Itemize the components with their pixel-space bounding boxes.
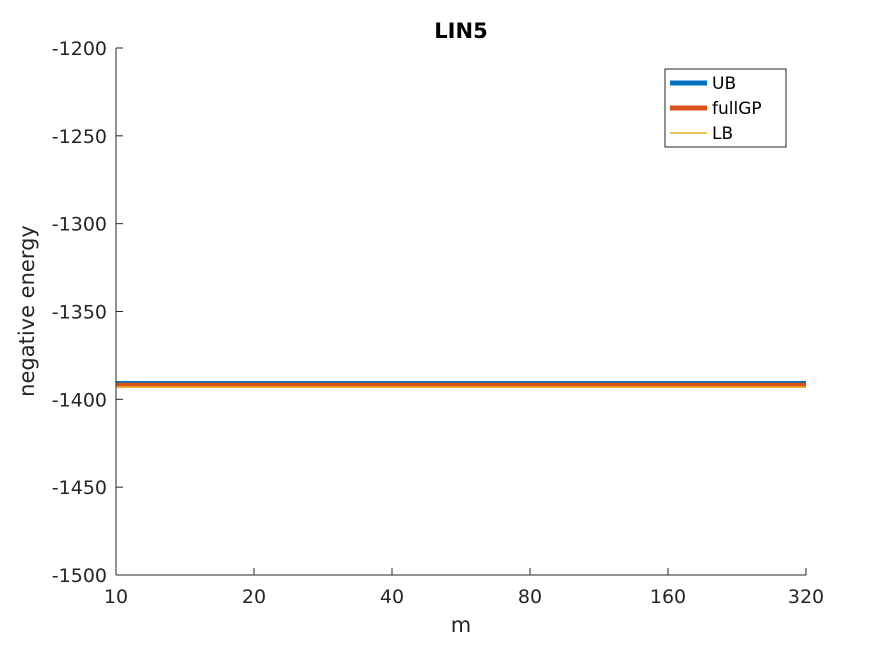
x-tick-label: 320 [788, 586, 824, 608]
x-axis-label: m [451, 613, 471, 637]
y-tick-label: -1350 [52, 302, 107, 324]
y-tick-label: -1500 [52, 565, 107, 587]
legend-label-fullgp: fullGP [712, 99, 762, 119]
x-tick-label: 160 [650, 586, 686, 608]
y-axis-label: negative energy [15, 225, 39, 397]
x-tick-label: 20 [242, 586, 266, 608]
y-ticks: -1200 -1250 -1300 -1350 -1400 -1450 -1500 [52, 38, 123, 587]
x-ticks: 10 20 40 80 160 320 [104, 568, 824, 608]
legend: UB fullGP LB [664, 68, 787, 148]
series-layer [116, 381, 806, 388]
legend-label-ub: UB [712, 74, 736, 94]
y-tick-label: -1400 [52, 389, 107, 411]
y-tick-label: -1300 [52, 214, 107, 236]
y-tick-label: -1450 [52, 477, 107, 499]
chart-title: LIN5 [434, 19, 487, 43]
x-tick-label: 40 [380, 586, 404, 608]
x-tick-label: 80 [518, 586, 542, 608]
y-tick-label: -1200 [52, 38, 107, 60]
x-tick-label: 10 [104, 586, 128, 608]
y-tick-label: -1250 [52, 126, 107, 148]
legend-label-lb: LB [712, 124, 733, 144]
